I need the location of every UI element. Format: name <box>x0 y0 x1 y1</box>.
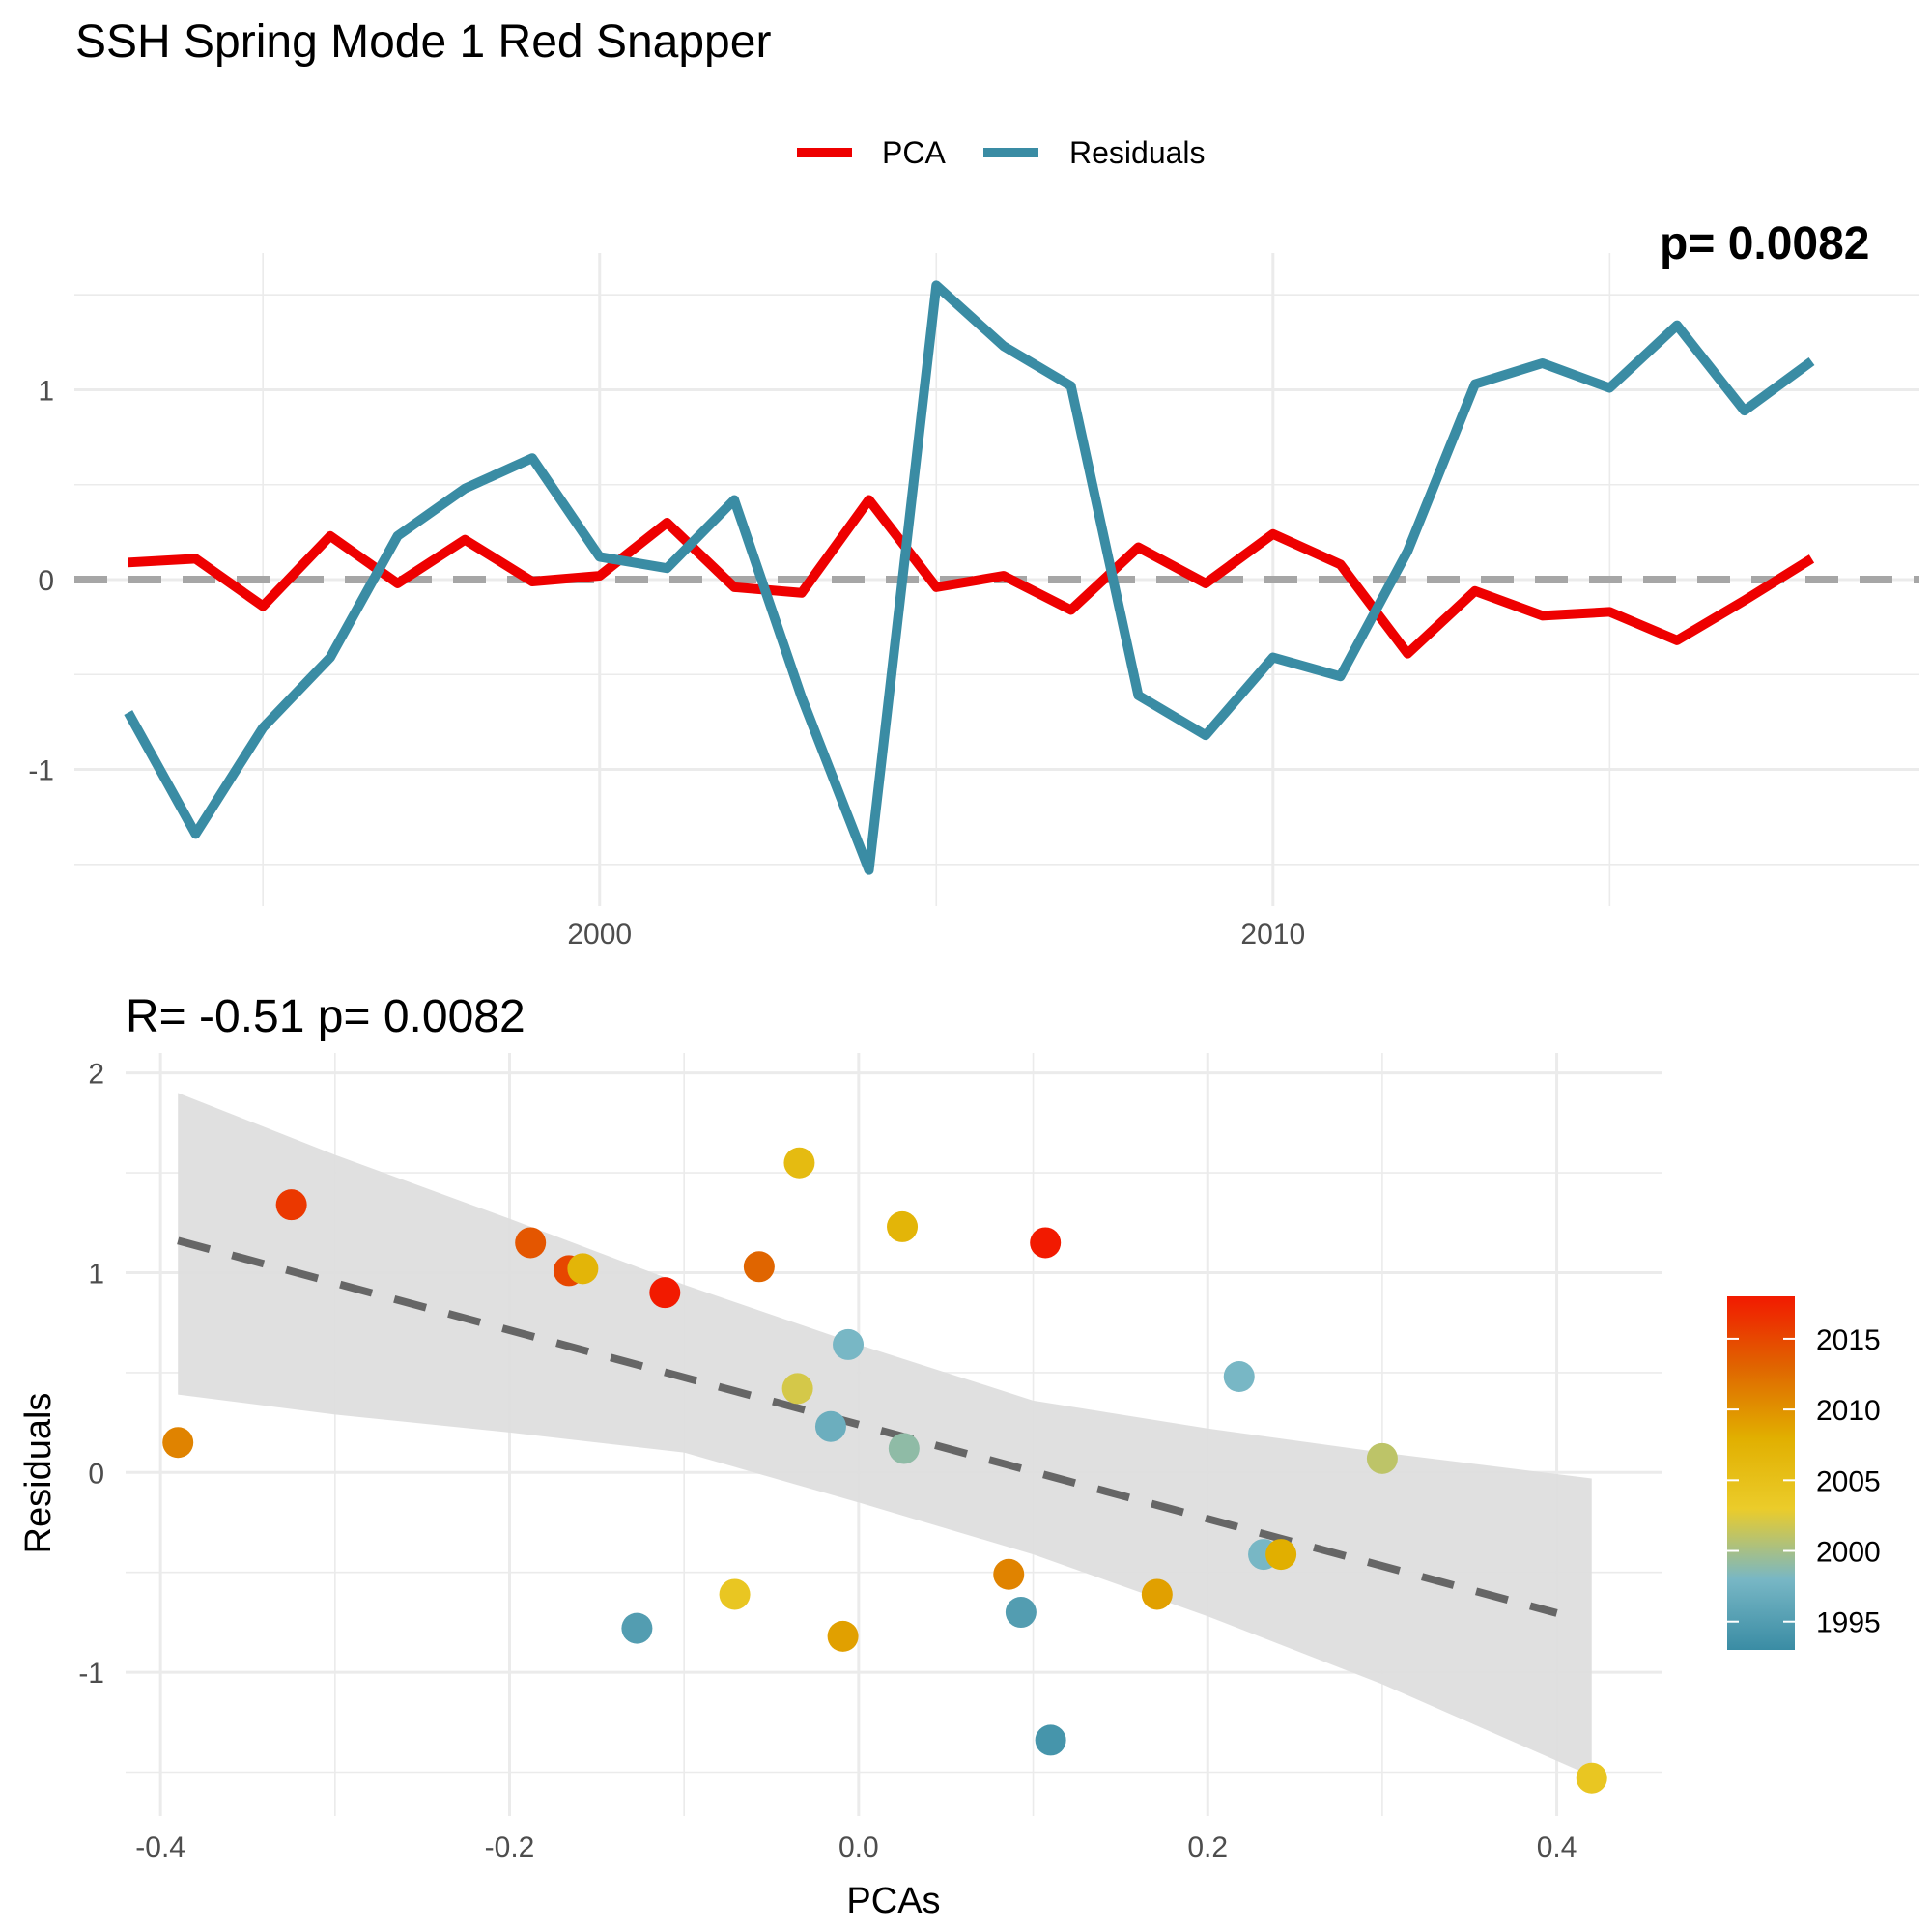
scatter-point <box>621 1612 653 1644</box>
scatter-point <box>833 1328 865 1360</box>
timeseries-x-tick-labels: 2000 2010 <box>567 919 1305 951</box>
scatter-point <box>649 1277 681 1309</box>
scatter-x-tick-labels: -0.4 -0.2 0.0 0.2 0.4 <box>135 1832 1577 1863</box>
scatter-title: R= -0.51 p= 0.0082 <box>126 991 526 1042</box>
colorbar-tick-label: 2015 <box>1816 1324 1881 1356</box>
scatter-point <box>1030 1227 1062 1259</box>
colorbar-tick-label: 2010 <box>1816 1395 1881 1427</box>
x-axis-label: PCAs <box>846 1881 940 1921</box>
colorbar-tick-label: 1995 <box>1816 1607 1881 1639</box>
x-tick-label: -0.4 <box>135 1832 185 1863</box>
scatter-point <box>827 1620 859 1652</box>
scatter-point <box>1141 1578 1173 1610</box>
colorbar-tick-label: 2000 <box>1816 1537 1881 1569</box>
y-tick-label: -1 <box>28 755 54 787</box>
series-line-pca <box>128 495 1815 659</box>
scatter-point <box>515 1227 547 1259</box>
corner-label: p= 0.0082 <box>1660 218 1870 270</box>
scatter-point <box>1223 1361 1255 1393</box>
scatter-point <box>162 1427 194 1459</box>
scatter-point <box>743 1251 775 1283</box>
scatter-point <box>275 1189 307 1221</box>
scatter-point <box>783 1147 815 1179</box>
legend-label-residuals: Residuals <box>1069 135 1206 170</box>
colorbar-tick-label: 2005 <box>1816 1465 1881 1497</box>
scatter-point <box>1035 1724 1066 1756</box>
legend: PCA Residuals <box>797 135 1206 170</box>
timeseries-panel: -1 0 1 2000 2010 p= 0.0082 PCA Residuals <box>28 135 1919 951</box>
y-tick-label: 0 <box>38 565 54 597</box>
x-tick-label: 2000 <box>567 919 632 951</box>
scatter-point <box>888 1433 920 1464</box>
scatter-panel: R= -0.51 p= 0.0082 -1 0 1 2 -0.4 -0.2 0.0 0.2 0… <box>18 991 1881 1921</box>
legend-label-pca: PCA <box>882 135 946 170</box>
scatter-point <box>567 1253 599 1285</box>
regression-line <box>177 1236 1558 1617</box>
colorbar-ticks: 1995 2000 2005 2010 2015 <box>1727 1324 1881 1639</box>
scatter-point <box>814 1410 846 1442</box>
y-axis-label: Residuals <box>18 1393 59 1554</box>
scatter-point <box>887 1210 919 1242</box>
x-tick-label: 2010 <box>1240 919 1305 951</box>
scatter-point <box>1265 1539 1297 1571</box>
x-tick-label: 0.4 <box>1537 1832 1577 1863</box>
scatter-point <box>781 1373 813 1405</box>
y-tick-label: 0 <box>88 1458 104 1490</box>
scatter-point <box>993 1558 1025 1590</box>
scatter-y-tick-labels: -1 0 1 2 <box>78 1059 104 1690</box>
scatter-point <box>719 1578 751 1610</box>
page-title: SSH Spring Mode 1 Red Snapper <box>75 16 772 68</box>
scatter-point <box>1366 1442 1398 1474</box>
y-tick-label: -1 <box>78 1658 104 1690</box>
colorbar-gradient <box>1727 1296 1795 1650</box>
y-tick-label: 1 <box>88 1258 104 1290</box>
x-tick-label: 0.0 <box>838 1832 879 1863</box>
colorbar: 1995 2000 2005 2010 2015 <box>1727 1296 1881 1650</box>
timeseries-y-tick-labels: -1 0 1 <box>28 375 54 786</box>
series-line-residuals <box>124 280 1815 875</box>
x-tick-label: 0.2 <box>1187 1832 1228 1863</box>
scatter-points <box>162 1147 1607 1794</box>
y-tick-label: 2 <box>88 1059 104 1091</box>
scatter-point <box>1005 1597 1037 1629</box>
x-tick-label: -0.2 <box>485 1832 535 1863</box>
scatter-point <box>1576 1762 1607 1794</box>
y-tick-label: 1 <box>38 375 54 407</box>
